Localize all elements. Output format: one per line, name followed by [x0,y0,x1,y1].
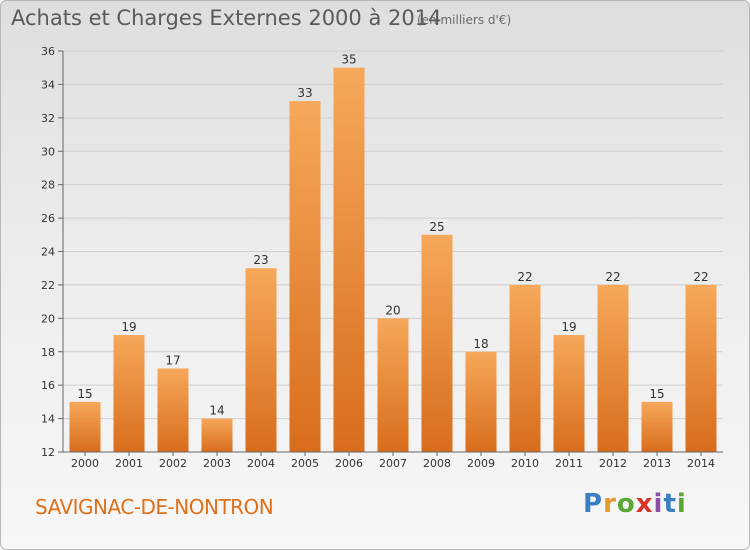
value-label-2002: 17 [165,353,180,367]
y-tick-label: 32 [41,112,55,125]
bar-2001[interactable] [113,335,145,452]
x-tick-label-2005: 2005 [291,457,319,470]
bar-2004[interactable] [245,268,277,452]
chart-subtitle: (en milliers d'€) [417,13,512,27]
x-tick-label-2013: 2013 [643,457,671,470]
x-tick-label-2007: 2007 [379,457,407,470]
bar-2011[interactable] [553,335,585,452]
x-tick-label-2001: 2001 [115,457,143,470]
x-tick-label-2014: 2014 [687,457,715,470]
bar-2008[interactable] [421,234,453,452]
place-name: SAVIGNAC-DE-NONTRON [35,495,274,519]
value-label-2012: 22 [605,270,620,284]
y-tick-label: 18 [41,346,55,359]
x-tick-label-2012: 2012 [599,457,627,470]
y-tick-label: 12 [41,446,55,459]
value-label-2005: 33 [297,86,312,100]
bar-2003[interactable] [201,418,233,452]
bar-2012[interactable] [597,284,629,452]
value-label-2014: 22 [693,270,708,284]
bar-2010[interactable] [509,284,541,452]
x-tick-label-2004: 2004 [247,457,275,470]
x-tick-label-2010: 2010 [511,457,539,470]
y-tick-label: 22 [41,279,55,292]
value-label-2013: 15 [649,387,664,401]
x-tick-label-2009: 2009 [467,457,495,470]
x-tick-label-2002: 2002 [159,457,187,470]
bar-2009[interactable] [465,351,497,452]
y-tick-label: 26 [41,212,55,225]
value-label-2001: 19 [121,320,136,334]
value-label-2004: 23 [253,253,268,267]
bar-2005[interactable] [289,101,321,452]
bar-2014[interactable] [685,284,717,452]
y-tick-label: 28 [41,179,55,192]
value-label-2000: 15 [77,387,92,401]
x-tick-label-2000: 2000 [71,457,99,470]
value-label-2008: 25 [429,220,444,234]
value-label-2006: 35 [341,53,356,67]
value-label-2009: 18 [473,337,488,351]
value-label-2007: 20 [385,303,400,317]
bar-2002[interactable] [157,368,189,452]
value-label-2010: 22 [517,270,532,284]
x-tick-label-2011: 2011 [555,457,583,470]
bar-2013[interactable] [641,401,673,452]
bar-2000[interactable] [69,401,101,452]
x-tick-label-2006: 2006 [335,457,363,470]
y-tick-label: 24 [41,246,55,259]
value-label-2011: 19 [561,320,576,334]
y-tick-label: 30 [41,145,55,158]
y-tick-label: 20 [41,312,55,325]
y-tick-label: 16 [41,379,55,392]
y-tick-label: 34 [41,78,55,91]
x-tick-label-2008: 2008 [423,457,451,470]
value-label-2003: 14 [209,404,224,418]
y-tick-label: 14 [41,413,55,426]
y-tick-label: 36 [41,45,55,58]
x-tick-label-2003: 2003 [203,457,231,470]
chart-title: Achats et Charges Externes 2000 à 2014 [11,6,442,30]
bar-2007[interactable] [377,318,409,452]
bar-2006[interactable] [333,67,365,452]
proxiti-logo[interactable]: Proxiti [583,489,687,519]
